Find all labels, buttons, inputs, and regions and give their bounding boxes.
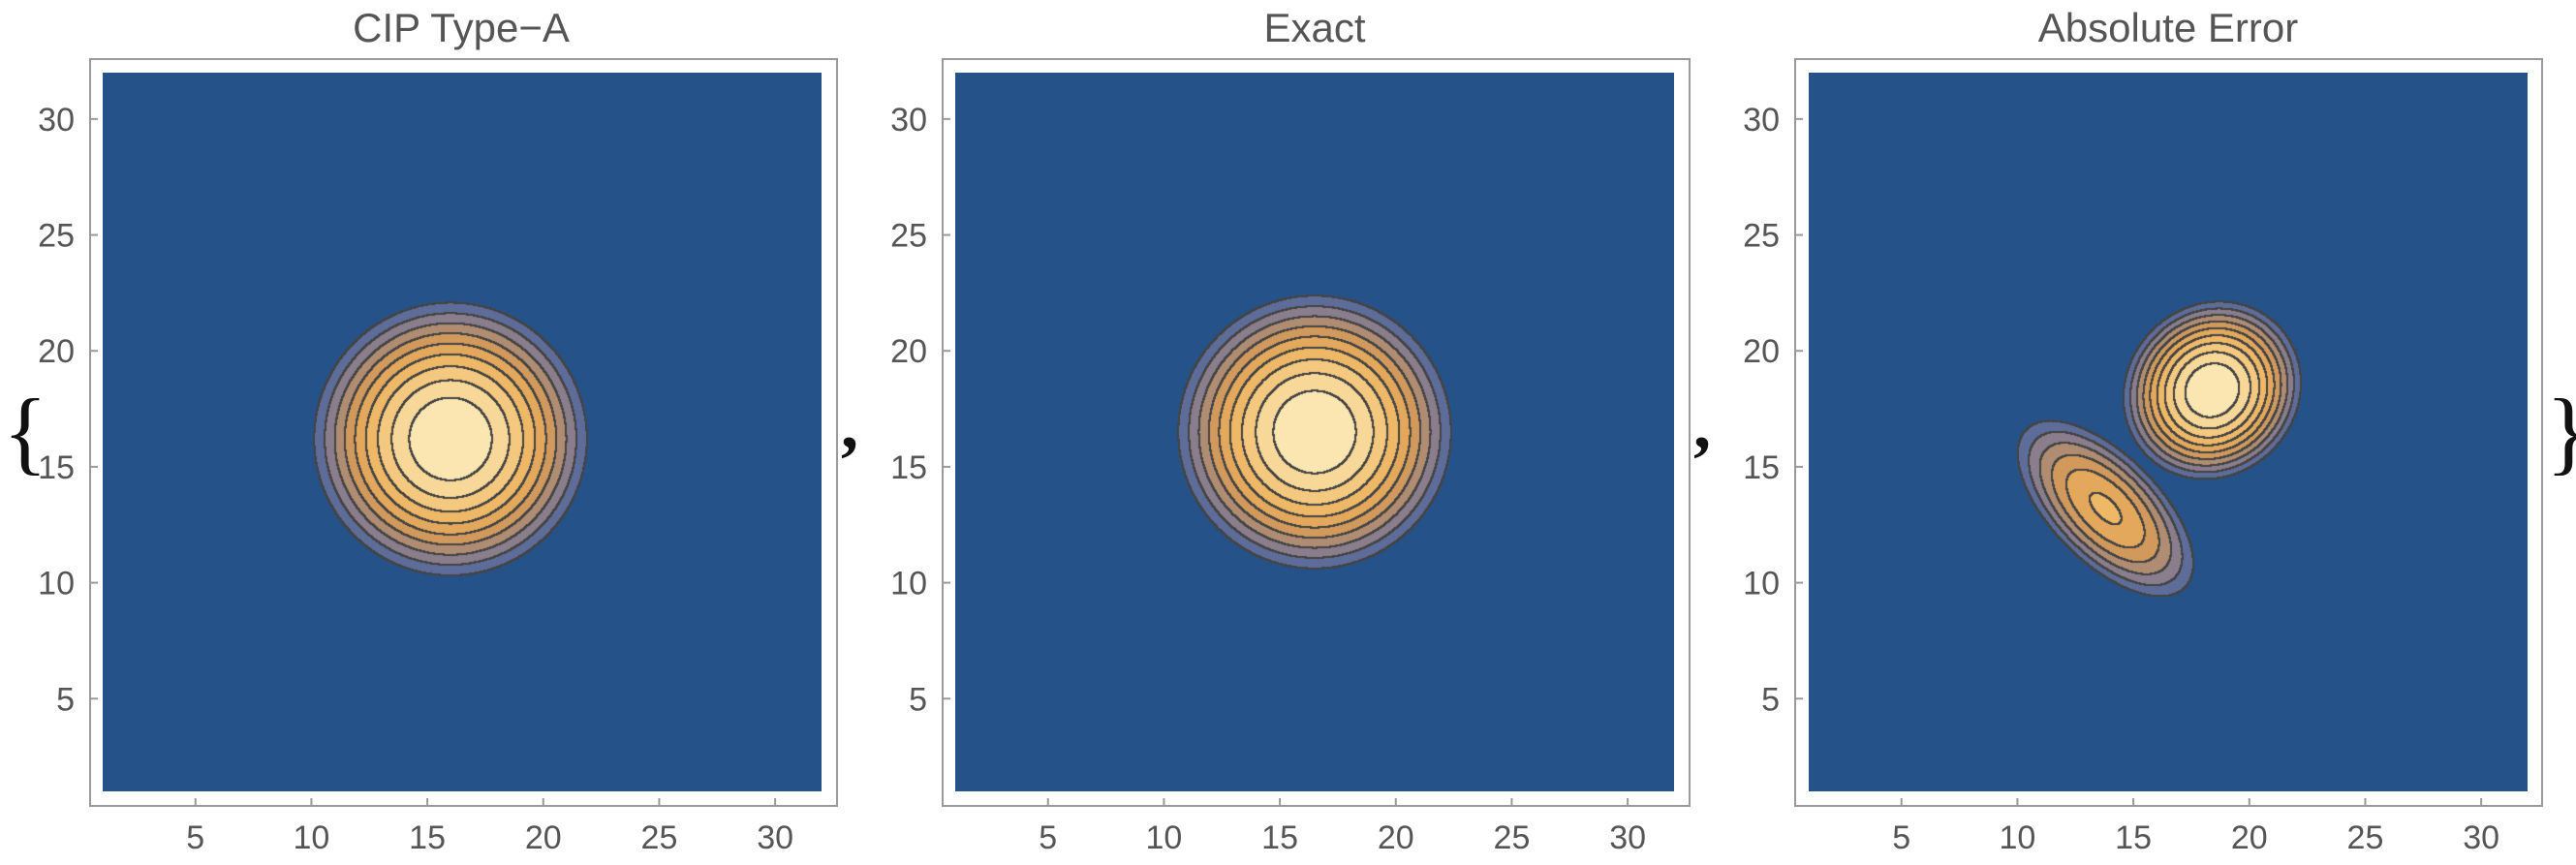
contour-panel-cip-type-a: CIP Type−A 5 10 15 20 25 30 5 10 15 20 25 30 xyxy=(38,5,838,856)
panel-title: CIP Type−A xyxy=(353,5,570,50)
y-tick-label: 20 xyxy=(38,333,75,370)
y-tick-label: 25 xyxy=(1743,218,1780,255)
list-close-brace: } xyxy=(2546,380,2576,483)
y-axis-ticks: 5 10 15 20 25 30 xyxy=(890,102,950,718)
x-tick-label: 20 xyxy=(525,819,562,856)
y-tick-label: 20 xyxy=(1743,333,1780,370)
list-separator-1: , xyxy=(841,386,858,463)
y-tick-label: 15 xyxy=(890,449,927,486)
y-axis-ticks: 5 10 15 20 25 30 xyxy=(1743,102,1803,718)
panel-title: Absolute Error xyxy=(2038,5,2298,50)
x-tick-label: 20 xyxy=(1378,819,1414,856)
list-separator-2: , xyxy=(1693,386,1711,463)
x-tick-label: 10 xyxy=(294,819,330,856)
panel-title: Exact xyxy=(1263,5,1365,50)
y-tick-label: 25 xyxy=(890,218,927,255)
y-tick-label: 20 xyxy=(890,333,927,370)
x-tick-label: 5 xyxy=(1039,819,1057,856)
x-axis-ticks: 5 10 15 20 25 30 xyxy=(1892,798,2499,856)
x-tick-label: 25 xyxy=(2347,819,2384,856)
y-tick-label: 10 xyxy=(890,566,927,602)
x-tick-label: 15 xyxy=(2115,819,2152,856)
x-tick-label: 10 xyxy=(2000,819,2036,856)
y-tick-label: 25 xyxy=(38,218,75,255)
y-tick-label: 15 xyxy=(38,449,75,486)
contour-panel-absolute-error: Absolute Error 5 10 15 20 25 30 5 10 15 20 25 30 xyxy=(1743,5,2543,856)
contour-field xyxy=(955,73,1674,791)
x-tick-label: 25 xyxy=(1494,819,1531,856)
contour-field xyxy=(103,73,822,791)
x-tick-label: 30 xyxy=(2463,819,2499,856)
plot-frame xyxy=(942,58,1691,807)
y-tick-label: 5 xyxy=(1761,681,1780,718)
y-tick-label: 30 xyxy=(1743,102,1780,139)
x-axis-ticks: 5 10 15 20 25 30 xyxy=(1039,798,1646,856)
y-tick-label: 30 xyxy=(38,102,75,139)
y-tick-label: 10 xyxy=(1743,566,1780,602)
y-tick-label: 5 xyxy=(56,681,75,718)
x-tick-label: 20 xyxy=(2231,819,2268,856)
contour-panel-exact: Exact 5 10 15 20 25 30 5 10 15 20 25 30 xyxy=(890,5,1691,856)
x-tick-label: 5 xyxy=(1892,819,1910,856)
x-tick-label: 15 xyxy=(409,819,446,856)
y-tick-label: 10 xyxy=(38,566,75,602)
x-tick-label: 5 xyxy=(186,819,204,856)
x-tick-label: 25 xyxy=(641,819,678,856)
x-tick-label: 15 xyxy=(1261,819,1298,856)
x-axis-ticks: 5 10 15 20 25 30 xyxy=(186,798,793,856)
x-tick-label: 30 xyxy=(757,819,793,856)
y-axis-ticks: 5 10 15 20 25 30 xyxy=(38,102,98,718)
y-tick-label: 15 xyxy=(1743,449,1780,486)
plot-frame xyxy=(1794,58,2543,807)
y-tick-label: 30 xyxy=(890,102,927,139)
y-tick-label: 5 xyxy=(909,681,927,718)
contour-field xyxy=(1809,73,2528,791)
x-tick-label: 10 xyxy=(1146,819,1183,856)
list-open-brace: { xyxy=(3,380,47,483)
x-tick-label: 30 xyxy=(1609,819,1646,856)
plot-frame xyxy=(89,58,838,807)
